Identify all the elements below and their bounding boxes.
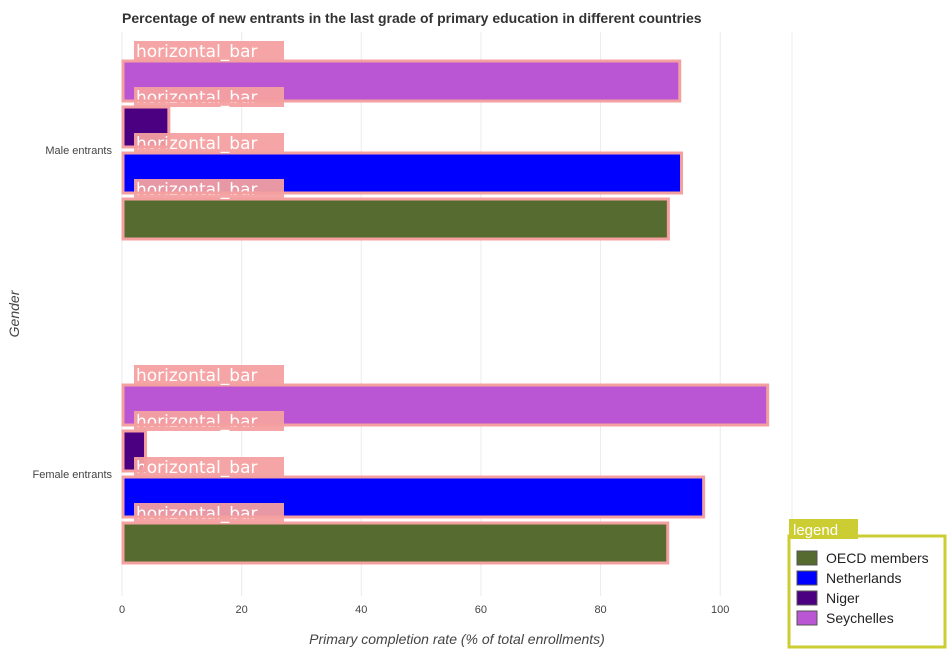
plot-area: horizontal_bar horizontal_bar horizontal_b… [121, 32, 793, 596]
legend-swatch [796, 570, 818, 586]
bar-oecd-members [122, 522, 669, 564]
legend-swatch [796, 550, 818, 566]
legend-swatch [796, 590, 818, 606]
bar-annotation-box [121, 383, 770, 427]
legend-swatch [796, 610, 818, 626]
y-axis-ticks: Male entrants Female entrants [33, 145, 113, 481]
x-tick-label: 20 [236, 604, 248, 616]
chart-title: Percentage of new entrants in the last g… [122, 10, 702, 26]
legend-title: legend [793, 522, 838, 539]
bar-annotation-label: horizontal_bar [136, 458, 258, 478]
bar-annotation-tag [134, 365, 284, 385]
bar-annotation-label: horizontal_bar [136, 88, 258, 108]
legend-title-background [789, 519, 858, 539]
x-tick-label: 80 [594, 604, 606, 616]
bar-annotation-box [121, 197, 670, 241]
bar-annotation-label: horizontal_bar [136, 366, 258, 386]
bar-annotation-label: horizontal_bar [136, 504, 258, 524]
legend: legend OECD members Netherlands Niger Seych… [787, 519, 947, 649]
bar-annotation-box [121, 521, 670, 565]
legend-label: Niger [826, 590, 860, 606]
bar-oecd-members [122, 198, 670, 240]
bar-annotation-label: horizontal_bar [136, 134, 258, 154]
legend-label: Seychelles [826, 610, 894, 626]
legend-label: Netherlands [826, 570, 902, 586]
x-tick-label: 60 [475, 604, 487, 616]
y-axis-label: Gender [6, 289, 22, 337]
x-tick-label: 0 [119, 604, 125, 616]
bar-annotation-tag [134, 133, 284, 153]
legend-label: OECD members [826, 550, 929, 566]
x-axis-ticks: 0 20 40 60 80 100 [119, 604, 729, 616]
bar-annotations: horizontal_bar horizontal_bar horizontal_b… [121, 41, 770, 565]
bar-annotation-box [121, 475, 706, 519]
x-tick-label: 40 [355, 604, 367, 616]
bar-annotation-label: horizontal_bar [136, 42, 258, 62]
bar-annotation-tag [134, 457, 284, 477]
bar-annotation-box [121, 59, 682, 103]
legend-items: OECD members Netherlands Niger Seychelles [796, 550, 929, 626]
y-tick-label: Female entrants [33, 469, 113, 481]
y-tick-label: Male entrants [45, 145, 112, 157]
x-tick-label: 100 [711, 604, 729, 616]
x-axis-label: Primary completion rate (% of total enro… [309, 631, 605, 647]
bar-annotation-box [121, 151, 684, 195]
bar-annotation-tag [134, 41, 284, 61]
bar-annotation-label: horizontal_bar [136, 412, 258, 432]
bar-annotation-label: horizontal_bar [136, 180, 258, 200]
